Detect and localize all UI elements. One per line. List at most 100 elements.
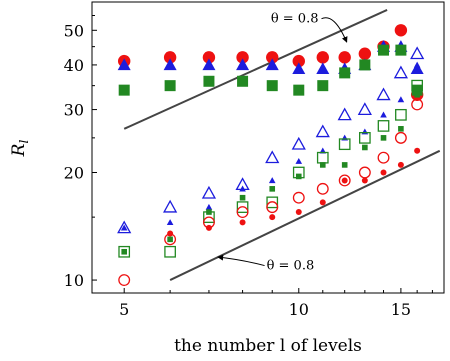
- data-point: [117, 220, 132, 234]
- data-point: [118, 84, 130, 96]
- data-point: [380, 135, 387, 141]
- data-point: [269, 186, 276, 192]
- data-point: [338, 138, 351, 151]
- data-point: [357, 102, 372, 116]
- x-tick-label: 15: [391, 300, 411, 319]
- data-point: [268, 177, 276, 184]
- y-tick-label: 20: [64, 163, 84, 182]
- data-point: [361, 128, 369, 135]
- data-point: [358, 47, 372, 60]
- data-point: [397, 96, 405, 103]
- theta-reference-line: [169, 149, 441, 281]
- data-point: [203, 75, 215, 87]
- data-points: [117, 24, 425, 287]
- x-tick-label: 10: [289, 300, 309, 319]
- data-point: [167, 230, 174, 237]
- annotation-label: θ = 0.8: [271, 12, 319, 27]
- data-point: [295, 209, 302, 216]
- data-point: [163, 51, 177, 64]
- x-axis-label: the number l of levels: [174, 336, 362, 356]
- data-point: [117, 58, 131, 71]
- data-point: [395, 44, 407, 56]
- data-point: [163, 199, 178, 213]
- data-point: [341, 177, 348, 184]
- data-point: [120, 224, 128, 231]
- data-point: [316, 62, 330, 75]
- data-point: [295, 173, 302, 180]
- data-point: [293, 84, 305, 96]
- data-point: [393, 65, 408, 79]
- data-point: [292, 191, 305, 204]
- annotation-label: θ = 0.8: [267, 259, 315, 274]
- data-point: [378, 44, 390, 56]
- data-point: [341, 162, 348, 168]
- data-point: [316, 151, 329, 164]
- data-point: [410, 62, 424, 75]
- annotation-background: [268, 10, 321, 27]
- data-point: [377, 151, 390, 164]
- data-point: [121, 248, 127, 255]
- data-point: [397, 161, 404, 168]
- data-point: [236, 201, 249, 213]
- data-point: [338, 51, 351, 64]
- data-point: [292, 54, 305, 68]
- data-point: [205, 203, 213, 210]
- data-point: [163, 58, 177, 71]
- data-point: [358, 166, 371, 179]
- data-point: [316, 182, 329, 195]
- data-point: [338, 174, 351, 187]
- data-point: [394, 24, 408, 37]
- data-point: [380, 111, 387, 118]
- y-tick-label: 30: [64, 101, 84, 120]
- data-point: [359, 132, 371, 144]
- data-point: [410, 46, 425, 60]
- data-point: [411, 98, 424, 111]
- theta-reference-line: [123, 9, 388, 130]
- data-point: [291, 136, 306, 150]
- data-point: [411, 84, 423, 96]
- data-point: [167, 236, 173, 243]
- data-point: [362, 144, 368, 151]
- annotation-background: [264, 257, 317, 274]
- data-point: [236, 58, 250, 71]
- data-point: [266, 201, 279, 214]
- data-point: [398, 126, 404, 132]
- data-point: [236, 51, 249, 64]
- y-tick-label: 10: [64, 271, 84, 290]
- data-point: [394, 131, 407, 144]
- data-point: [202, 58, 216, 71]
- data-point: [295, 157, 303, 164]
- data-point: [317, 80, 329, 92]
- x-axis-ticks: 5 10 15: [119, 288, 433, 319]
- data-point: [413, 61, 421, 68]
- annotations: θ = 0.8 θ = 0.8: [217, 10, 348, 274]
- data-point: [202, 51, 216, 64]
- data-point: [395, 108, 407, 121]
- data-point: [315, 124, 330, 138]
- data-point: [337, 107, 352, 121]
- data-point: [166, 219, 174, 226]
- data-point: [201, 185, 217, 199]
- data-point: [164, 245, 176, 258]
- data-point: [239, 194, 246, 201]
- data-point: [359, 59, 371, 71]
- data-point: [414, 147, 421, 154]
- y-axis-ticks: 10 20 30 40 50: [64, 15, 97, 290]
- x-tick-label: 5: [119, 300, 129, 319]
- data-point: [414, 91, 420, 98]
- data-point: [206, 209, 212, 215]
- plot-frame: [91, 1, 445, 294]
- data-point: [380, 169, 387, 176]
- data-point: [266, 51, 279, 64]
- data-point: [118, 274, 131, 287]
- reference-lines: [123, 9, 441, 281]
- data-point: [319, 162, 326, 168]
- y-tick-label: 50: [64, 21, 84, 40]
- data-point: [164, 80, 176, 92]
- y-axis-label: Rl: [9, 140, 31, 158]
- data-point: [236, 206, 249, 218]
- data-point: [316, 51, 329, 64]
- data-point: [239, 219, 246, 226]
- data-point: [361, 177, 368, 184]
